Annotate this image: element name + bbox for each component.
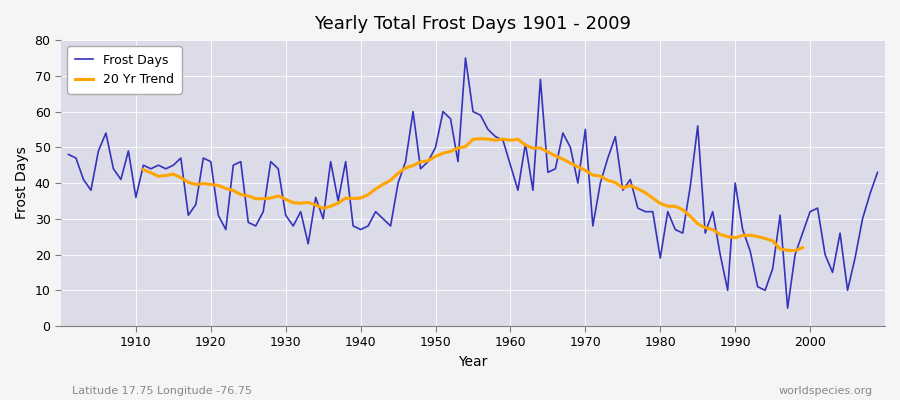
Frost Days [333,198,344,203]
20 Yr Trend [138,167,148,172]
20 Yr Trend [220,186,231,191]
Text: Latitude 17.75 Longitude -76.75: Latitude 17.75 Longitude -76.75 [72,386,252,396]
20 Yr Trend [797,245,808,250]
Frost Days [512,188,523,193]
20 Yr Trend [789,248,800,253]
Frost Days [63,152,74,157]
Frost Days [872,170,883,175]
Frost Days [602,156,613,160]
20 Yr Trend [273,194,284,198]
20 Yr Trend [392,171,403,176]
20 Yr Trend [730,235,741,240]
Text: worldspecies.org: worldspecies.org [778,386,873,396]
X-axis label: Year: Year [458,355,488,369]
Frost Days [288,224,299,228]
Title: Yearly Total Frost Days 1901 - 2009: Yearly Total Frost Days 1901 - 2009 [314,15,632,33]
Line: Frost Days: Frost Days [68,58,878,308]
Y-axis label: Frost Days: Frost Days [15,147,29,220]
Frost Days [782,306,793,310]
20 Yr Trend [482,137,493,142]
20 Yr Trend [205,182,216,187]
20 Yr Trend [475,136,486,141]
Legend: Frost Days, 20 Yr Trend: Frost Days, 20 Yr Trend [68,46,182,94]
Frost Days [505,163,516,168]
Line: 20 Yr Trend: 20 Yr Trend [143,139,803,251]
Frost Days [460,56,471,60]
Frost Days [123,148,134,153]
